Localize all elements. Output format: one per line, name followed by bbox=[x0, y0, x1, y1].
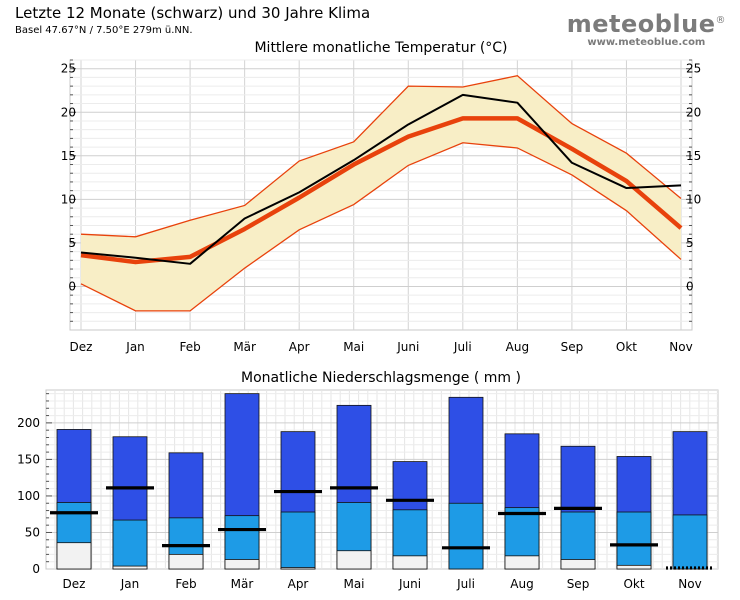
precipitation-month-label: Juni bbox=[398, 577, 421, 591]
temperature-left-tick-label: 15 bbox=[61, 149, 76, 163]
temperature-month-label: Dez bbox=[70, 340, 93, 354]
precipitation-month-label: Okt bbox=[623, 577, 644, 591]
precipitation-bar-low bbox=[280, 567, 316, 570]
temperature-month-label: Apr bbox=[289, 340, 310, 354]
precipitation-tick-label: 50 bbox=[25, 525, 40, 539]
precipitation-bar-low bbox=[224, 559, 260, 570]
header-title: Letzte 12 Monate (schwarz) und 30 Jahre … bbox=[15, 4, 371, 22]
precipitation-bar-low bbox=[616, 564, 652, 570]
precipitation-tick-label: 100 bbox=[17, 489, 40, 503]
precipitation-bar-low bbox=[56, 542, 92, 570]
precipitation-bar-mid bbox=[280, 511, 316, 570]
precipitation-month-label: Sep bbox=[567, 577, 590, 591]
precipitation-tick-label: 0 bbox=[32, 562, 40, 576]
precipitation-bar-mid bbox=[448, 502, 484, 570]
temperature-chart-title: Mittlere monatliche Temperatur (°C) bbox=[254, 40, 507, 56]
temperature-left-tick-label: 5 bbox=[68, 236, 76, 250]
brand-url: www.meteoblue.com bbox=[587, 37, 706, 48]
precipitation-month-label: Nov bbox=[678, 577, 701, 591]
precipitation-bar-mid bbox=[616, 511, 652, 570]
temperature-month-label: Mai bbox=[343, 340, 364, 354]
temperature-right-tick-label: 10 bbox=[686, 192, 701, 206]
temperature-month-label: Jan bbox=[125, 340, 145, 354]
precipitation-plot-area bbox=[45, 389, 719, 570]
precipitation-bar-mid bbox=[672, 514, 708, 570]
brand-logo[interactable]: meteoblue® www.meteoblue.com bbox=[567, 8, 726, 48]
temperature-left-tick-label: 10 bbox=[61, 192, 76, 206]
temperature-month-label: Feb bbox=[179, 340, 200, 354]
precipitation-bar-low bbox=[336, 550, 372, 570]
temperature-right-tick-label: 15 bbox=[686, 149, 701, 163]
temperature-right-tick-label: 20 bbox=[686, 105, 701, 119]
precipitation-bar-low bbox=[504, 555, 540, 570]
precipitation-tick-label: 200 bbox=[17, 416, 40, 430]
temperature-month-label: Aug bbox=[506, 340, 529, 354]
precipitation-month-label: Mai bbox=[343, 577, 364, 591]
precipitation-bar-mid bbox=[112, 519, 148, 570]
precipitation-month-label: Mär bbox=[231, 577, 254, 591]
temperature-right-tick-label: 0 bbox=[686, 279, 694, 293]
temperature-band-low-line bbox=[80, 142, 682, 312]
precipitation-month-label: Aug bbox=[510, 577, 533, 591]
precipitation-chart: Monatliche Niederschlagsmenge ( mm ) 0 50 1… bbox=[17, 370, 719, 591]
precipitation-bar-low bbox=[392, 555, 428, 570]
temperature-mean-line bbox=[80, 116, 683, 265]
temperature-month-label: Okt bbox=[616, 340, 637, 354]
temperature-right-tick-label: 25 bbox=[686, 62, 701, 76]
temperature-month-label: Juni bbox=[396, 340, 419, 354]
header-location: Basel 47.67°N / 7.50°E 279m ü.NN. bbox=[15, 25, 193, 36]
brand-name: meteoblue® bbox=[566, 10, 726, 38]
temperature-last12-line bbox=[80, 93, 682, 265]
temperature-chart: Mittlere monatliche Temperatur (°C) 0 0 5 5 1… bbox=[61, 40, 702, 354]
temperature-month-label: Sep bbox=[561, 340, 584, 354]
precipitation-tick-label: 150 bbox=[17, 452, 40, 466]
temperature-left-tick-label: 20 bbox=[61, 105, 76, 119]
precipitation-month-label: Juli bbox=[456, 577, 475, 591]
precipitation-month-label: Jan bbox=[120, 577, 140, 591]
temperature-right-tick-label: 5 bbox=[686, 236, 694, 250]
precipitation-month-label: Feb bbox=[175, 577, 196, 591]
temperature-month-label: Nov bbox=[669, 340, 692, 354]
precipitation-bar-low bbox=[112, 565, 148, 570]
registered-mark: ® bbox=[715, 15, 726, 26]
precipitation-bar-low bbox=[560, 559, 596, 570]
precipitation-bar-low bbox=[168, 553, 204, 570]
temperature-month-label: Juli bbox=[453, 340, 472, 354]
temperature-range-band bbox=[81, 75, 681, 311]
temperature-left-tick-label: 0 bbox=[68, 279, 76, 293]
temperature-month-label: Mär bbox=[233, 340, 256, 354]
precipitation-chart-title: Monatliche Niederschlagsmenge ( mm ) bbox=[241, 370, 521, 386]
precipitation-month-label: Dez bbox=[63, 577, 86, 591]
temperature-left-tick-label: 25 bbox=[61, 62, 76, 76]
temperature-band-high-line bbox=[80, 74, 682, 238]
precipitation-month-label: Apr bbox=[288, 577, 309, 591]
